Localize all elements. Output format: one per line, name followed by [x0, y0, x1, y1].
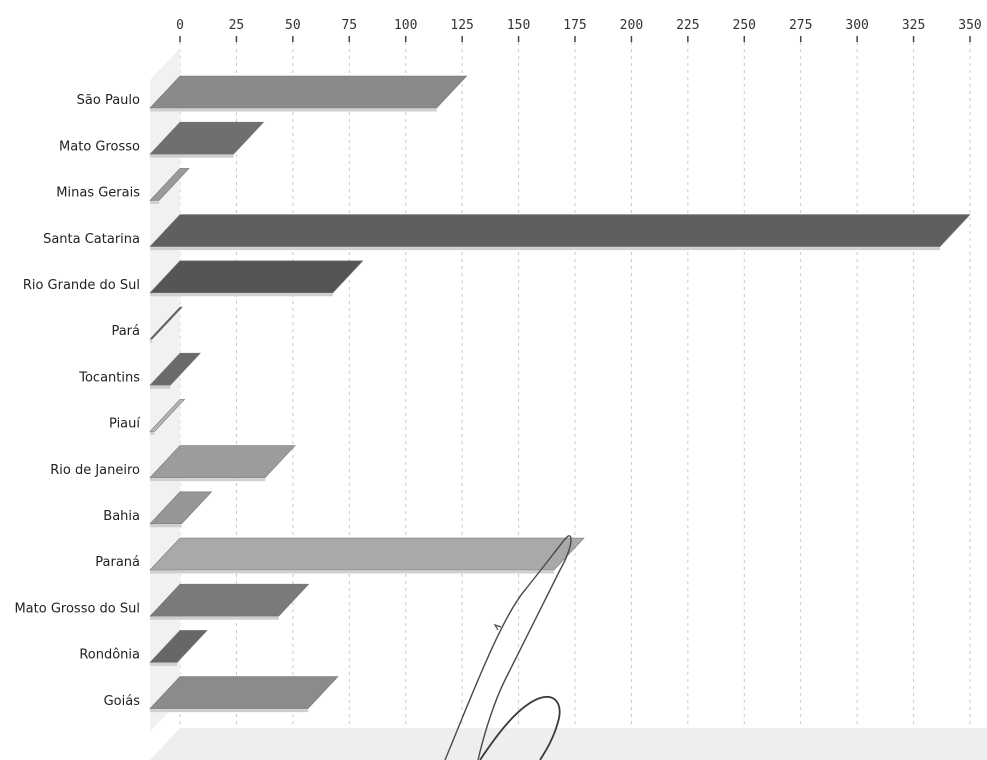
- category-label: Rio Grande do Sul: [23, 278, 140, 293]
- gridlines: [179, 42, 971, 730]
- tick-label: 200: [620, 18, 643, 33]
- tick-label: 325: [902, 18, 925, 33]
- tick-label: 225: [676, 18, 699, 33]
- bar: [149, 168, 190, 201]
- bar: [149, 445, 296, 478]
- bar: [149, 306, 183, 340]
- bar: [149, 491, 213, 525]
- x-axis-ticks: 0 25 50 75 100 125 150 175 200 225 250 275 300 325 350: [176, 18, 982, 42]
- category-label: Paraná: [95, 555, 140, 570]
- category-label: Goiás: [104, 694, 141, 709]
- category-label: Rio de Janeiro: [50, 463, 140, 478]
- chart-floor: [150, 48, 987, 760]
- bar: [149, 537, 585, 571]
- tick-label: 0: [176, 18, 184, 33]
- category-label: Mato Grosso: [59, 139, 140, 154]
- bar: [149, 352, 202, 386]
- category-label: Pará: [111, 324, 140, 339]
- category-label: Tocantins: [78, 370, 140, 385]
- tick-label: 275: [789, 18, 812, 33]
- tick-label: 175: [563, 18, 586, 33]
- floor-panel: [150, 728, 987, 760]
- tick-label: 300: [845, 18, 868, 33]
- bar: [149, 260, 364, 294]
- category-label: São Paulo: [77, 93, 140, 108]
- category-label: Piauí: [109, 417, 140, 432]
- tick-label: 125: [450, 18, 473, 33]
- tick-label: 50: [285, 18, 301, 33]
- bar: [149, 399, 186, 432]
- tick-label: 25: [229, 18, 245, 33]
- bar: [149, 121, 265, 155]
- tick-label: 100: [394, 18, 417, 33]
- pen-scribble: [444, 535, 572, 760]
- tick-label: 150: [507, 18, 530, 33]
- category-label: Santa Catarina: [43, 232, 140, 247]
- category-label: Bahia: [103, 509, 140, 524]
- bar: [149, 75, 468, 109]
- category-labels: São Paulo Mato Grosso Minas Gerais Santa Ca…: [14, 93, 140, 709]
- bars: [149, 75, 971, 713]
- tick-label: 75: [341, 18, 357, 33]
- category-label: Rondônia: [79, 648, 140, 663]
- bar: [149, 630, 208, 663]
- tick-label: 250: [733, 18, 756, 33]
- bar: [149, 214, 971, 247]
- category-label: Mato Grosso do Sul: [14, 601, 140, 616]
- category-label: Minas Gerais: [56, 186, 140, 201]
- tick-label: 350: [958, 18, 981, 33]
- bar: [149, 676, 339, 709]
- bar: [149, 583, 310, 617]
